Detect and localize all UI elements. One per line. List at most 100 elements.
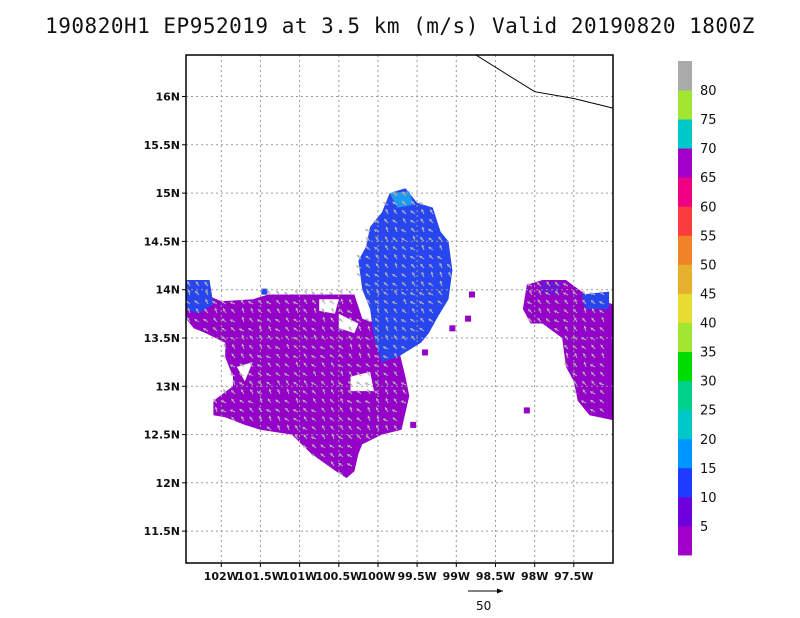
wind-vector-arrow — [446, 263, 452, 269]
wind-vector-arrow — [411, 281, 416, 287]
colorbar-label: 55 — [700, 229, 717, 244]
wind-vector-arrow — [382, 201, 389, 206]
wind-vector-arrow — [295, 289, 299, 296]
wind-vector-arrow — [590, 399, 596, 404]
wind-vector-arrow — [562, 283, 569, 287]
wind-vector-arrow — [572, 291, 578, 296]
wind-vector-arrow — [348, 299, 353, 305]
wind-vector-arrow — [591, 344, 596, 350]
wind-vector-arrow — [310, 381, 317, 386]
plot-frame — [185, 54, 614, 564]
wind-vector-arrow — [249, 407, 254, 413]
wind-vector-arrow — [286, 307, 290, 314]
colorbar: 5 10 15 20 25 30 35 40 45 50 55 60 65 70 75 80 — [678, 61, 717, 556]
wind-vector-arrow — [194, 318, 200, 323]
wind-vector-arrow — [293, 327, 299, 332]
wind-vector-arrow — [418, 301, 425, 305]
wind-vector-arrow — [411, 271, 416, 278]
wind-vector-arrow — [265, 355, 272, 359]
wind-vector-arrow — [340, 397, 344, 404]
wind-vector-arrow — [311, 299, 317, 305]
wind-vector-arrow — [590, 327, 596, 332]
wind-vector-arrow — [238, 328, 245, 332]
wind-vector-arrow — [527, 308, 533, 314]
wind-vector-arrow — [302, 372, 308, 377]
wind-vector-arrow — [392, 191, 398, 197]
wind-vector-arrow — [303, 362, 308, 368]
colorbar-swatch — [678, 351, 692, 382]
wind-vector-arrow — [194, 300, 200, 305]
wind-vector-arrow — [275, 318, 281, 323]
lon-label: 102W — [204, 570, 239, 583]
colorbar-swatch — [678, 119, 692, 149]
wind-region-east — [522, 280, 613, 421]
wind-patch — [261, 288, 268, 295]
wind-vector-arrow — [409, 247, 416, 251]
wind-vector-arrow — [394, 289, 398, 296]
wind-vector-arrow — [221, 336, 227, 341]
wind-vector-arrow — [365, 228, 371, 233]
wind-vector-arrow — [275, 290, 281, 296]
wind-vector-arrow — [347, 380, 353, 386]
colorbar-label: 45 — [700, 288, 717, 303]
wind-vector-arrow — [222, 308, 227, 314]
wind-vector-arrow — [285, 317, 290, 323]
wind-vector-arrow — [292, 409, 299, 413]
wind-vector-arrow — [295, 397, 299, 404]
wind-vector-arrow — [302, 426, 308, 431]
wind-vector-arrow — [574, 352, 578, 359]
wind-vector-arrow — [393, 424, 398, 431]
wind-vector-arrow — [366, 290, 371, 296]
lon-label: 98.5W — [476, 570, 515, 583]
wind-vector-arrow — [286, 343, 290, 350]
wind-vector-arrow — [419, 263, 425, 269]
wind-vector-arrow — [213, 317, 218, 323]
wind-vector-arrow — [275, 299, 281, 305]
wind-vector-arrow — [240, 353, 245, 359]
wind-vector-arrow — [195, 281, 200, 287]
wind-vector-arrow — [401, 281, 407, 287]
wind-vector-arrow — [545, 299, 551, 305]
wind-vector-arrow — [356, 318, 362, 323]
wind-vector-arrow — [348, 371, 353, 377]
wind-vector-arrow — [319, 292, 326, 296]
wind-vector-arrow — [346, 444, 353, 449]
wind-field-gap — [236, 362, 253, 382]
colorbar-label: 80 — [700, 84, 717, 99]
wind-vector-arrow — [275, 363, 281, 368]
wind-vector-arrow — [205, 298, 209, 305]
lat-label: 13N — [155, 380, 180, 393]
wind-vector-arrow — [554, 281, 560, 287]
wind-vector-arrow — [241, 307, 245, 314]
wind-vector-arrow — [409, 255, 416, 260]
wind-vector-arrow — [205, 289, 209, 296]
wind-vector-arrow — [330, 317, 335, 323]
wind-vector-arrow — [411, 200, 416, 206]
wind-vector-arrow — [247, 301, 254, 305]
wind-vector-arrow — [320, 380, 326, 386]
wind-vector-arrow — [546, 281, 551, 287]
wind-field-gap — [338, 313, 359, 334]
wind-vector-arrow — [338, 471, 344, 476]
wind-vector-arrow — [194, 290, 200, 296]
wind-vector-arrow — [384, 244, 389, 251]
wind-vector-arrow — [265, 300, 272, 305]
wind-patch — [449, 325, 456, 332]
lat-label: 11.5N — [144, 525, 180, 538]
wind-vector-arrow — [212, 398, 218, 404]
wind-vector-arrow — [601, 316, 605, 323]
wind-vector-arrow — [384, 308, 389, 314]
wind-vector-arrow — [373, 220, 380, 224]
wind-vector-arrow — [394, 262, 398, 269]
wind-vector-arrow — [428, 300, 434, 305]
wind-vector-arrow — [383, 300, 389, 305]
wind-vector-arrow — [275, 408, 281, 413]
wind-vector-arrow — [283, 291, 290, 296]
colorbar-swatch — [678, 496, 692, 527]
wind-vector-arrow — [349, 316, 353, 323]
wind-vector-arrow — [231, 398, 236, 404]
wind-vector-arrow — [338, 317, 344, 323]
wind-vector-arrow — [419, 255, 425, 260]
wind-vector-arrow — [401, 237, 407, 242]
wind-vector-arrow — [229, 364, 236, 368]
